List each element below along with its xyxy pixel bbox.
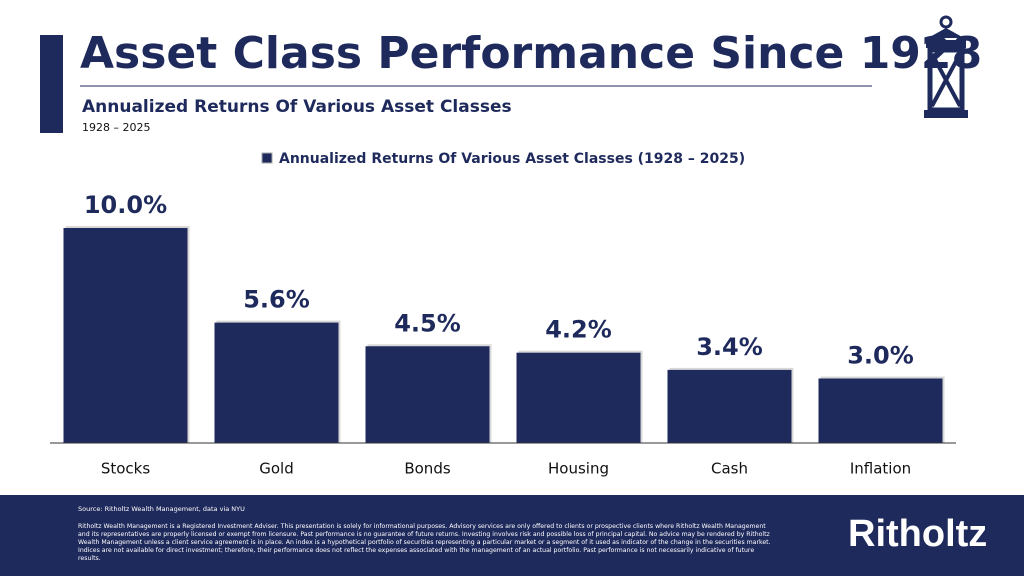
x-tick-label: Gold xyxy=(259,460,294,478)
value-label: 5.6% xyxy=(243,286,310,314)
bar xyxy=(214,322,339,443)
x-tick-label: Cash xyxy=(711,460,748,478)
bar xyxy=(818,378,943,443)
x-tick-label: Bonds xyxy=(404,460,450,478)
title: Asset Class Performance Since 1928 xyxy=(80,28,982,79)
bar xyxy=(63,228,188,443)
period: 1928 – 2025 xyxy=(82,121,150,134)
subtitle: Annualized Returns Of Various Asset Clas… xyxy=(82,97,512,117)
bar xyxy=(667,369,792,443)
chart: Asset Class Performance Since 1928 Annua… xyxy=(40,15,982,478)
legend-label: Annualized Returns Of Various Asset Clas… xyxy=(279,151,745,167)
value-label: 4.2% xyxy=(545,316,612,344)
footer: Source: Ritholtz Wealth Management, data… xyxy=(0,495,1024,576)
legend-swatch xyxy=(261,152,273,164)
bar xyxy=(365,346,490,443)
lantern-icon xyxy=(924,15,968,118)
accent-bar xyxy=(40,35,63,133)
value-label: 4.5% xyxy=(394,309,461,337)
x-tick-label: Inflation xyxy=(850,460,911,478)
x-tick-label: Housing xyxy=(548,460,609,478)
value-label: 10.0% xyxy=(84,191,167,219)
bar xyxy=(516,352,641,443)
value-label: 3.4% xyxy=(696,333,763,361)
logo: Ritholtz xyxy=(848,513,988,555)
x-tick-label: Stocks xyxy=(101,460,151,478)
source: Source: Ritholtz Wealth Management, data… xyxy=(78,505,245,513)
value-label: 3.0% xyxy=(847,342,914,370)
disclaimer: Ritholtz Wealth Management is a Register… xyxy=(78,523,771,562)
